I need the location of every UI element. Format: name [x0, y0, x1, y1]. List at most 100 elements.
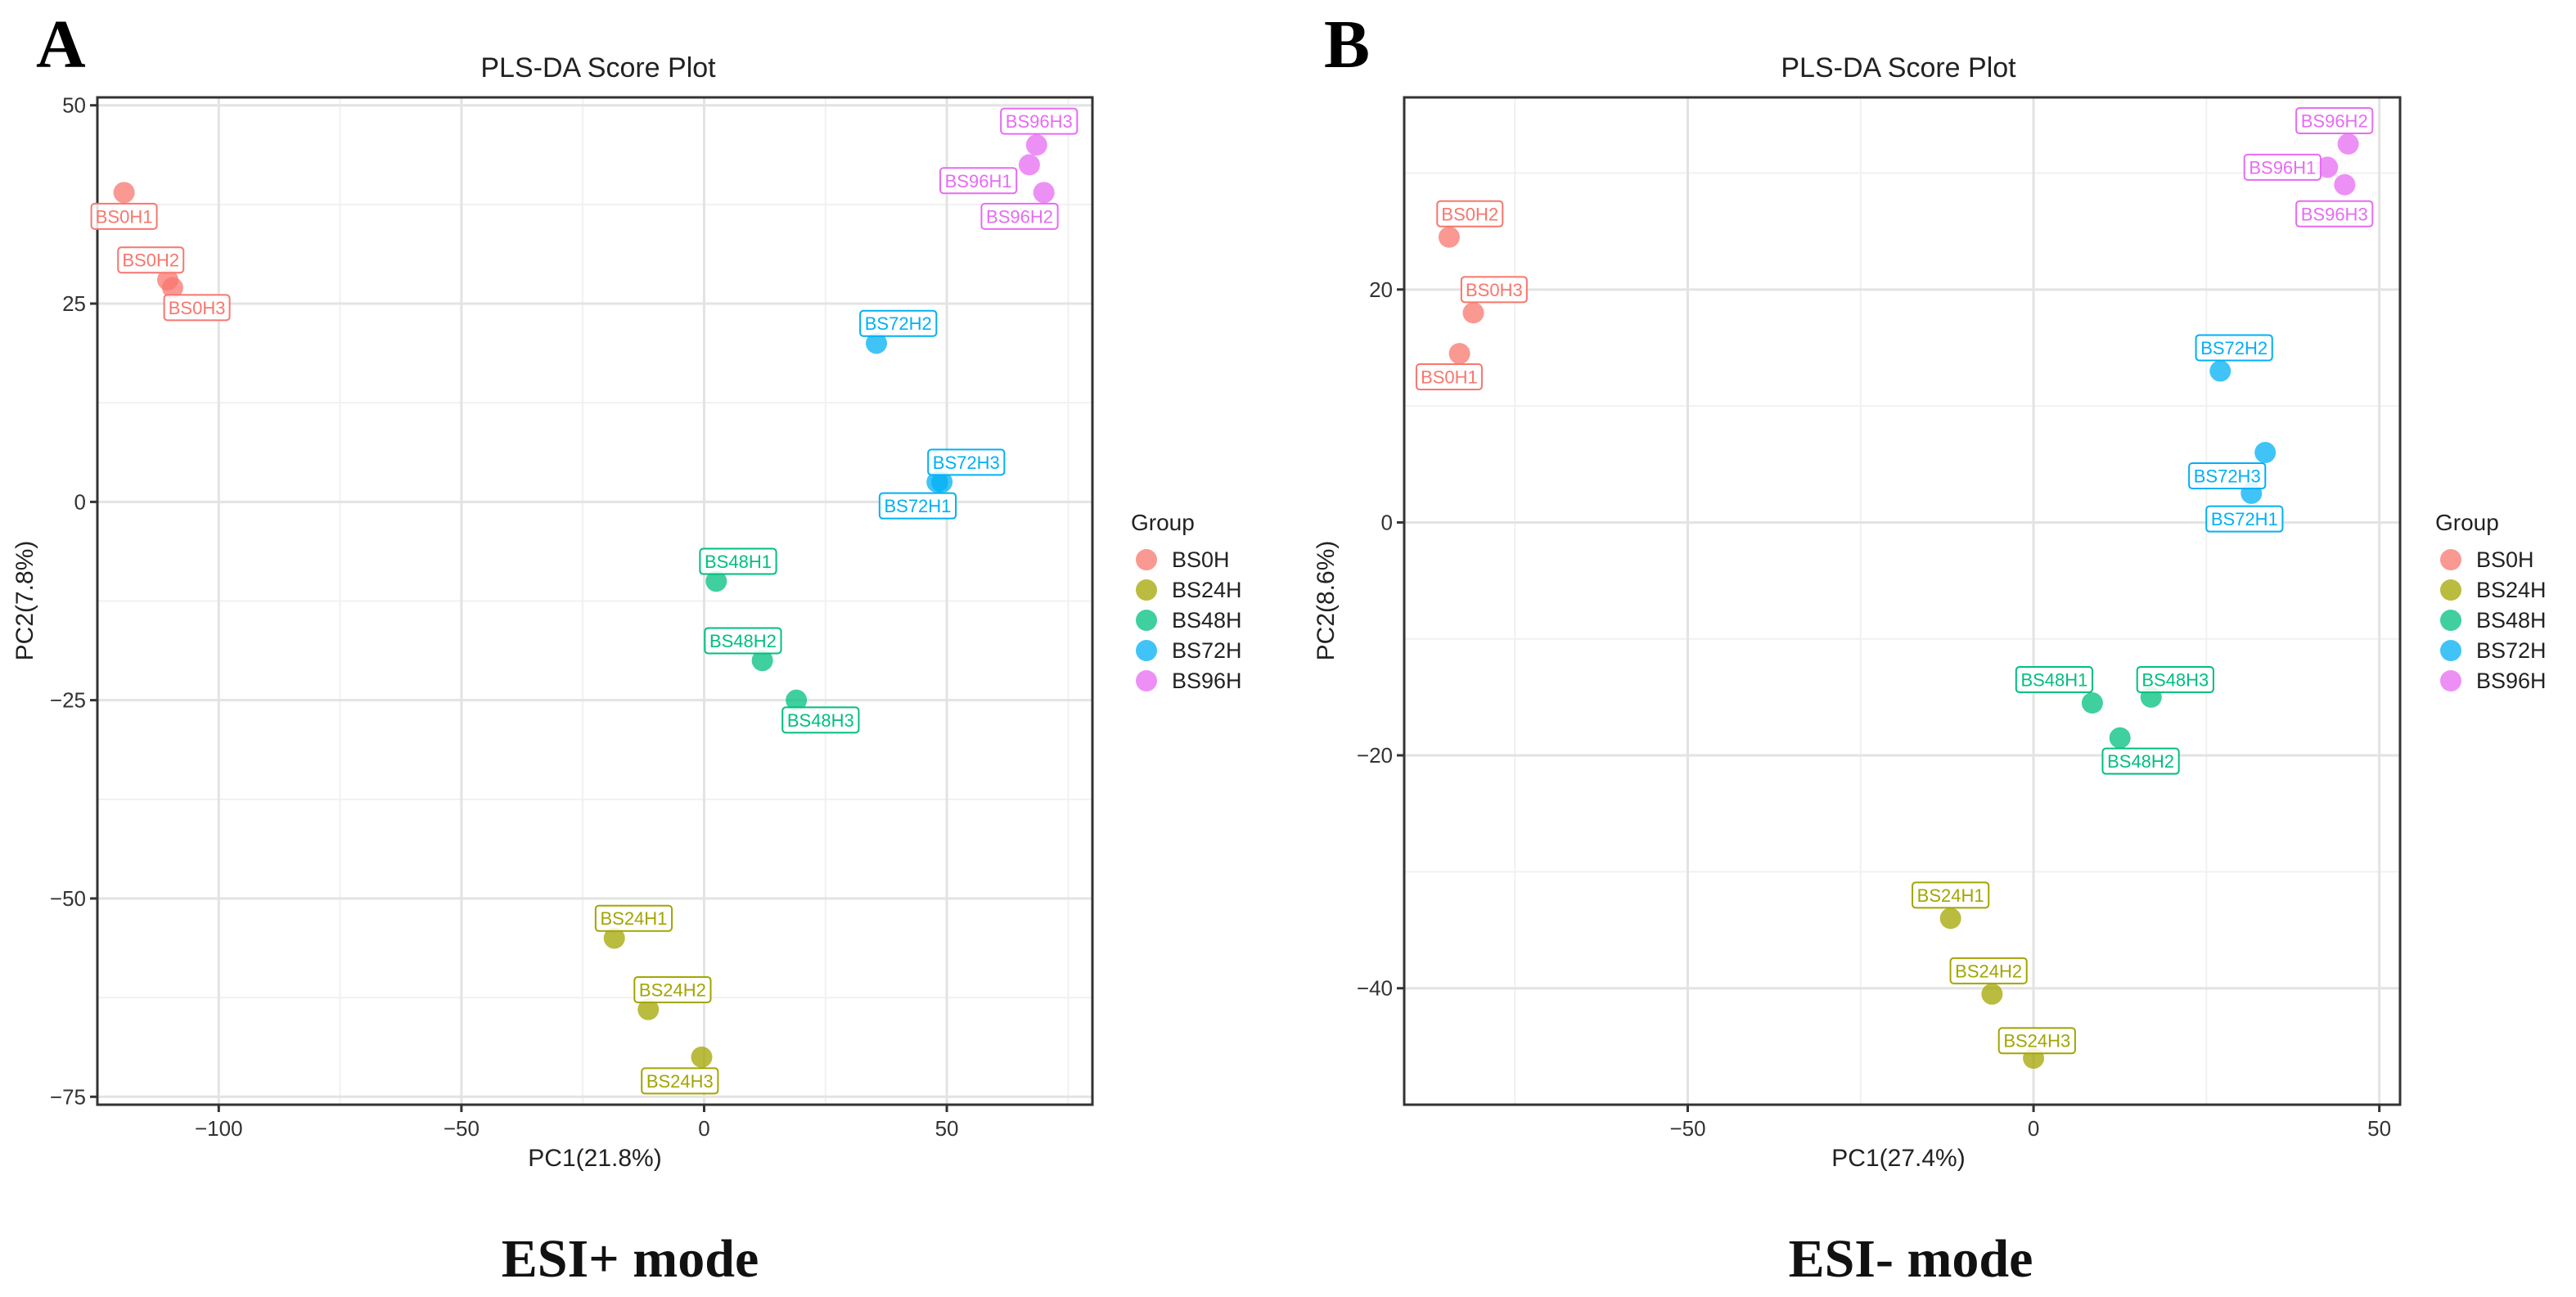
point-label-bs0h3: BS0H3 — [1466, 280, 1523, 300]
y-tick-label-a: 25 — [62, 291, 86, 316]
point-label-box-bs96h2 — [2295, 106, 2374, 134]
point-bs0h1 — [113, 182, 135, 204]
point-label-bs24h1: BS24H1 — [1917, 885, 1984, 906]
legend-key-bs72h — [2440, 640, 2461, 661]
point-bs48h1 — [705, 570, 727, 592]
x-tick-label-b: 0 — [2028, 1116, 2039, 1141]
y-tick-label-b: 0 — [1381, 510, 1393, 534]
point-label-bs96h2: BS96H2 — [986, 206, 1053, 227]
y-axis-title-b: PC2(8.6%) — [1313, 541, 1340, 661]
point-label-bs24h3: BS24H3 — [646, 1071, 714, 1092]
point-bs96h3 — [1025, 134, 1047, 156]
point-label-bs0h1: BS0H1 — [96, 206, 153, 227]
point-label-bs48h2: BS48H2 — [2107, 751, 2174, 772]
point-label-box-bs0h2 — [1436, 200, 1504, 227]
point-label-bs0h2: BS0H2 — [1441, 204, 1498, 224]
point-label-bs72h2: BS72H2 — [865, 313, 932, 334]
x-tick-label-b: −50 — [1669, 1116, 1705, 1141]
caption-b: ESI- mode — [1789, 1229, 2033, 1289]
point-label-box-bs48h3 — [2136, 666, 2214, 694]
point-bs24h1 — [1939, 907, 1961, 930]
point-label-box-bs24h1 — [594, 904, 673, 932]
y-tick-label-a: 50 — [62, 93, 86, 118]
point-bs72h3 — [931, 471, 953, 493]
point-label-bs96h3: BS96H3 — [2301, 204, 2368, 224]
point-bs0h3 — [1462, 302, 1484, 324]
point-bs96h2 — [2337, 133, 2359, 155]
gridlines-b — [1404, 97, 2400, 1106]
y-axis-title-a: PC2(7.8%) — [11, 541, 38, 661]
point-label-bs24h3: BS24H3 — [2003, 1031, 2070, 1052]
x-tick-label-a: −100 — [195, 1116, 243, 1141]
legend-key-bs96h — [2440, 670, 2461, 691]
legend-key-bs24h — [1136, 579, 1157, 601]
point-label-box-bs24h3 — [641, 1067, 719, 1095]
caption-a: ESI+ mode — [502, 1229, 759, 1289]
y-tick-label-a: −75 — [50, 1084, 86, 1109]
data-points-b: BS0H1 BS0H2 BS0H3 BS24H1 BS24H2 BS24H3 BS48H1 B… — [1415, 106, 2374, 1070]
legend-label-bs96h: BS96H — [1172, 669, 1242, 693]
point-bs48h2 — [751, 650, 773, 672]
point-label-bs24h2: BS24H2 — [1955, 961, 2022, 981]
x-tick-label-b: 50 — [2367, 1116, 2391, 1141]
point-bs24h1 — [603, 927, 625, 949]
point-bs72h2 — [2209, 360, 2231, 382]
point-bs48h2 — [2109, 727, 2131, 749]
point-label-bs72h2: BS72H2 — [2200, 338, 2268, 358]
point-label-box-bs48h1 — [699, 547, 777, 575]
legend-key-bs0h — [2440, 549, 2461, 570]
point-label-box-bs72h3 — [2188, 462, 2267, 490]
y-tick-label-a: −25 — [50, 688, 86, 713]
point-label-box-bs0h3 — [1460, 276, 1528, 304]
point-label-bs48h3: BS48H3 — [2141, 670, 2209, 691]
point-label-bs0h2: BS0H2 — [122, 250, 179, 271]
data-points-a: BS0H1 BS0H2 BS0H3 BS24H1 BS24H2 BS24H3 BS48H1 B… — [90, 107, 1079, 1095]
x-tick-label-a: 50 — [935, 1116, 959, 1141]
point-label-box-bs72h1 — [2205, 505, 2284, 533]
point-label-box-bs96h1 — [939, 167, 1018, 195]
legend-label-bs0h: BS0H — [1172, 547, 1230, 572]
point-label-bs0h1: BS0H1 — [1421, 367, 1478, 388]
point-label-box-bs96h2 — [980, 202, 1059, 230]
point-label-box-bs72h2 — [859, 309, 938, 337]
point-bs24h2 — [1981, 983, 2003, 1005]
legend-key-bs0h — [1136, 549, 1157, 570]
point-bs0h2 — [1438, 226, 1460, 248]
point-label-bs24h2: BS24H2 — [639, 980, 706, 1000]
point-label-bs24h1: BS24H1 — [600, 908, 667, 929]
x-tick-label-a: 0 — [698, 1116, 709, 1141]
legend-key-bs72h — [1136, 640, 1157, 661]
point-label-bs96h1: BS96H1 — [2249, 157, 2316, 178]
point-label-bs72h3: BS72H3 — [2194, 466, 2261, 487]
legend-a: Group BS0H BS24H BS48H BS72H BS96H — [1131, 510, 1242, 693]
point-bs96h2 — [1033, 182, 1055, 204]
point-label-bs48h2: BS48H2 — [709, 631, 777, 651]
point-label-box-bs0h1 — [90, 202, 158, 230]
y-tick-label-a: −50 — [50, 886, 86, 911]
point-bs24h3 — [691, 1046, 713, 1068]
point-bs48h1 — [2081, 692, 2103, 714]
legend-label-bs96h: BS96H — [2476, 669, 2547, 693]
legend-label-bs24h: BS24H — [1172, 578, 1242, 602]
plot-title-a: PLS-DA Score Plot — [480, 52, 716, 83]
gridlines-a — [97, 97, 1092, 1105]
point-bs72h3 — [2254, 442, 2277, 464]
point-label-bs0h3: BS0H3 — [169, 298, 226, 318]
x-axis-title-b: PC1(27.4%) — [1831, 1145, 1965, 1172]
y-tick-label-b: 20 — [1369, 277, 1393, 302]
point-label-box-bs0h2 — [117, 246, 185, 274]
point-bs0h1 — [1448, 343, 1470, 365]
axis-ticks-a: −100 −50 0 50 −75 −50 −25 0 25 50 — [50, 93, 959, 1141]
point-label-bs72h3: BS72H3 — [933, 453, 1000, 473]
point-label-box-bs0h1 — [1415, 363, 1483, 391]
point-bs72h2 — [866, 332, 888, 354]
plot-border-b — [1403, 96, 2402, 1106]
legend-title-b: Group — [2435, 510, 2499, 535]
legend-label-bs72h: BS72H — [2476, 638, 2547, 663]
point-label-box-bs24h3 — [1997, 1027, 2076, 1055]
legend-key-bs96h — [1136, 670, 1157, 691]
point-label-bs48h1: BS48H1 — [705, 552, 772, 572]
legend-title-a: Group — [1131, 510, 1195, 535]
point-label-box-bs24h1 — [1912, 881, 1990, 909]
point-label-box-bs96h3 — [2295, 200, 2374, 227]
